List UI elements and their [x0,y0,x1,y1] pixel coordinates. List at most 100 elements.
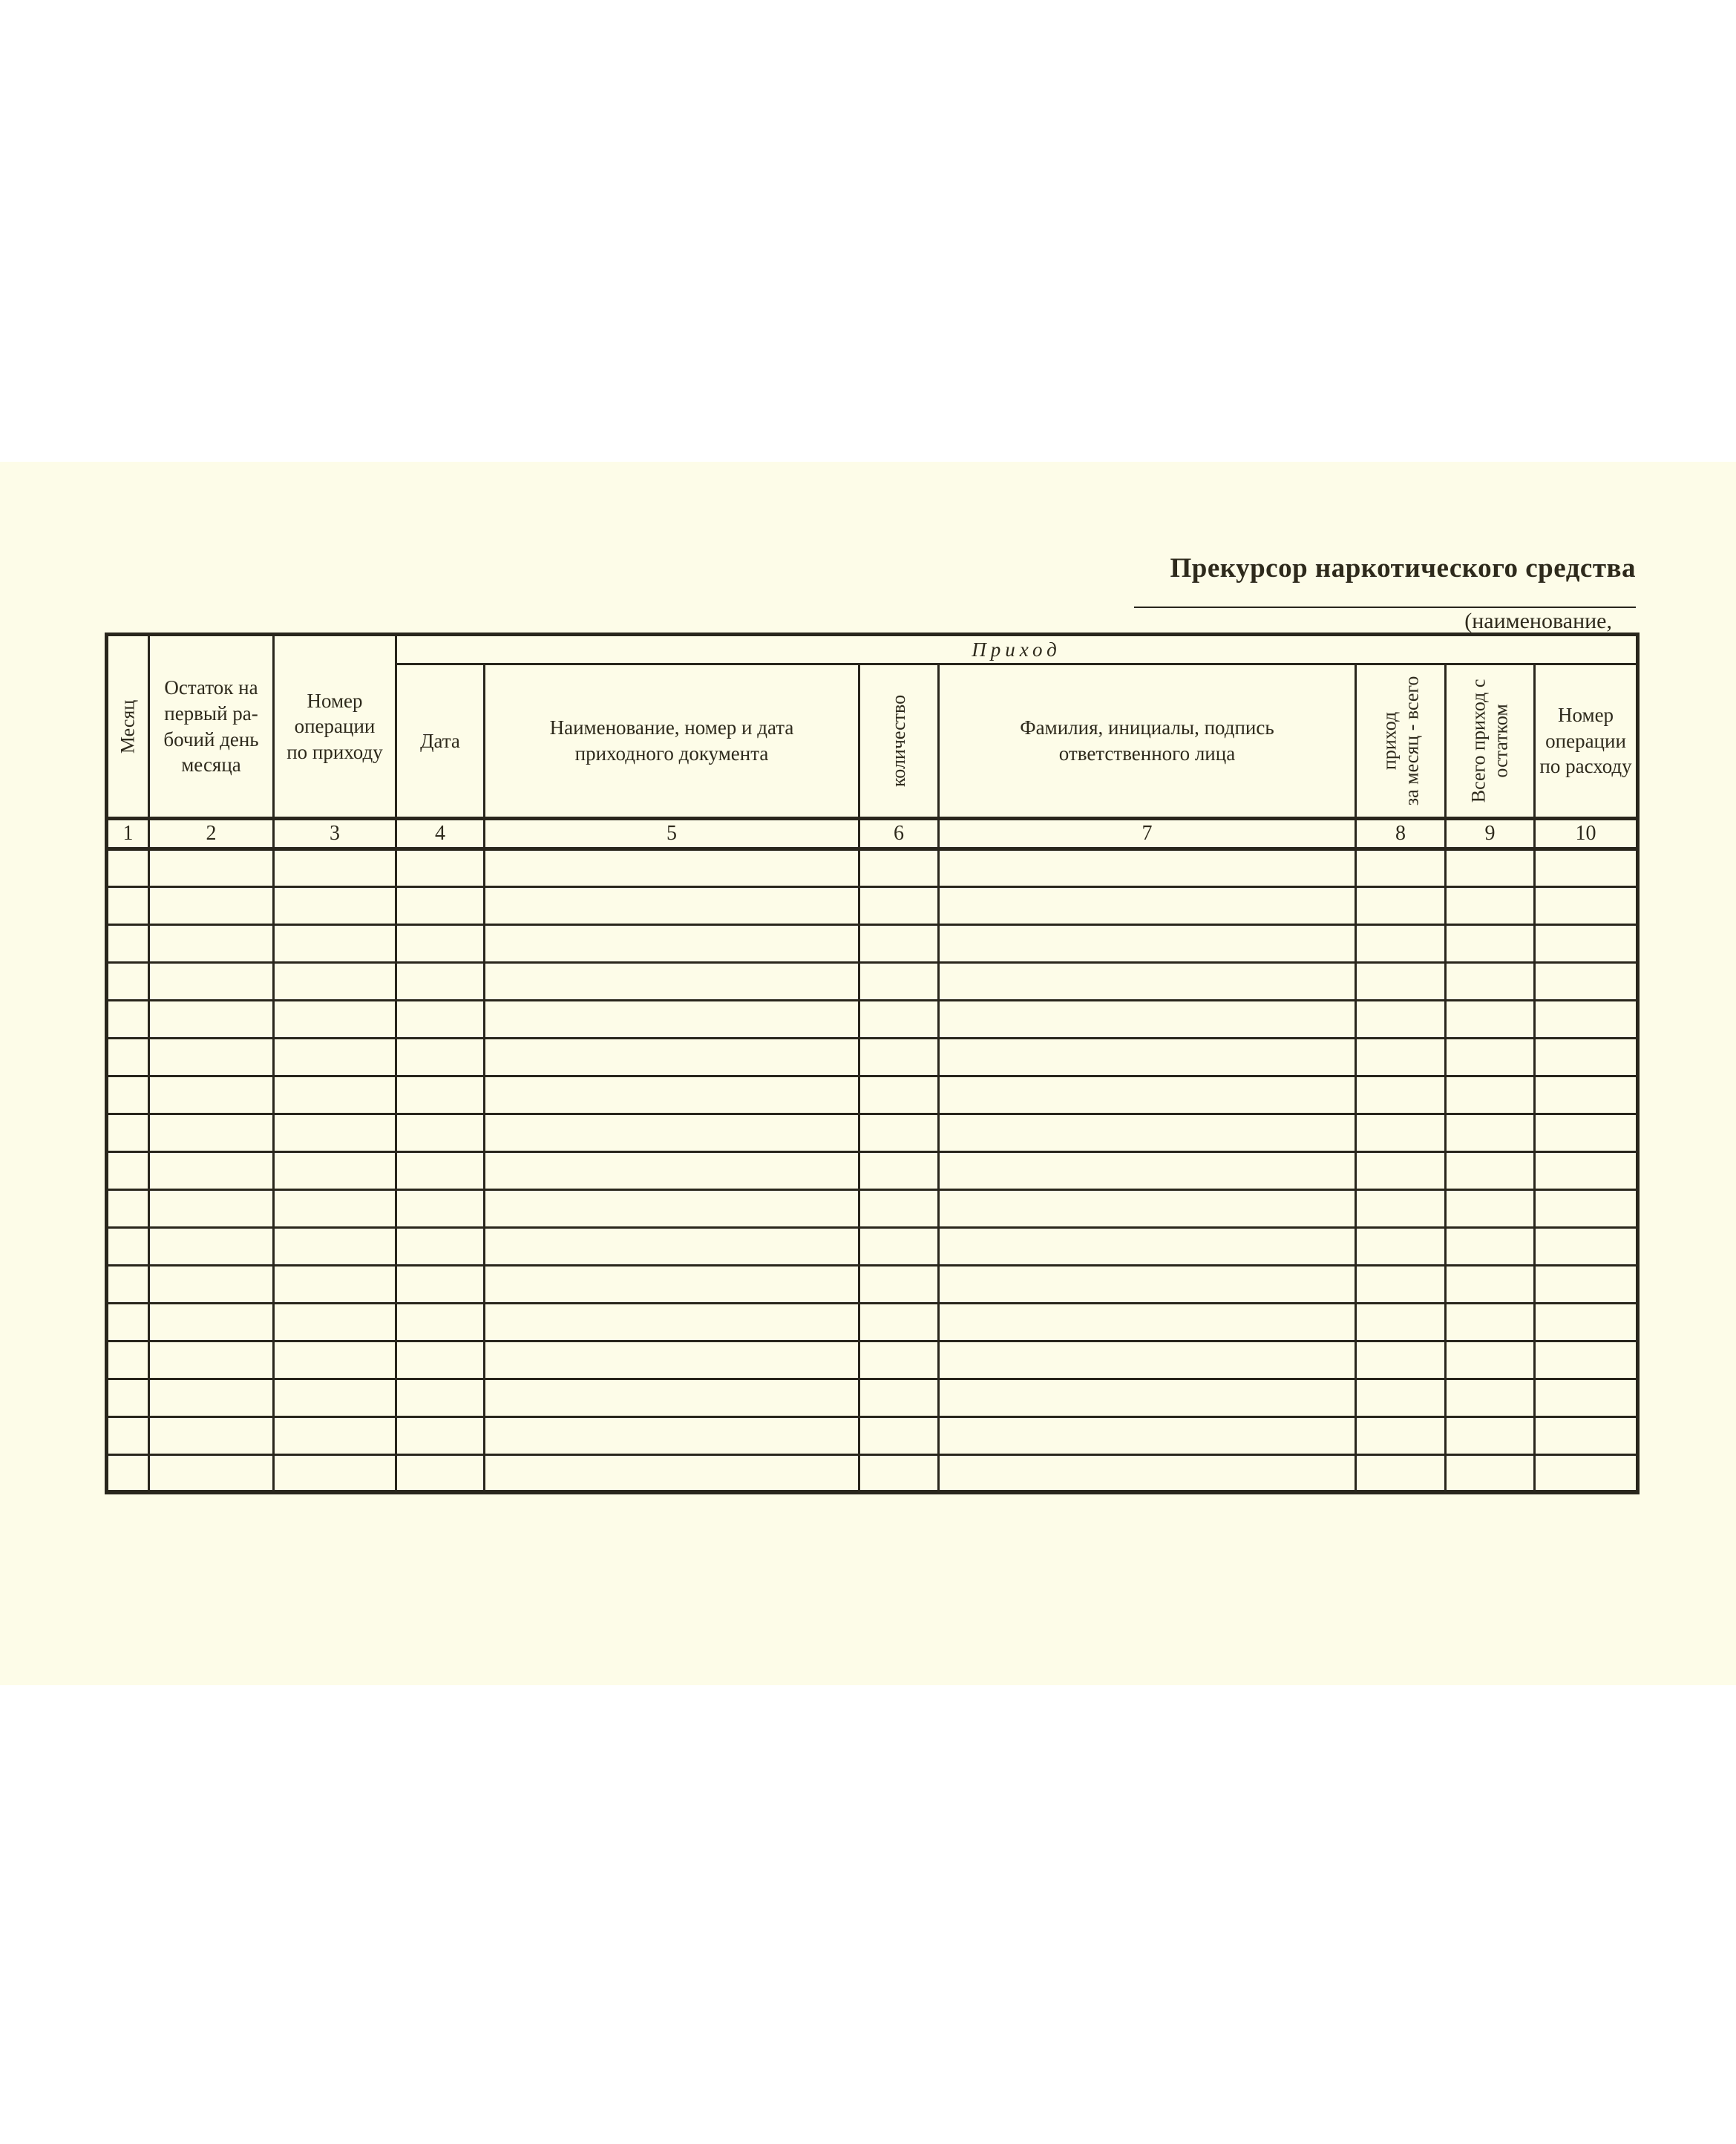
empty-cell [858,1036,940,1077]
empty-cell [858,999,940,1039]
empty-cell [148,1188,275,1229]
data-row [105,1339,1640,1380]
rotated-label: Месяц [117,699,139,754]
empty-cell [395,885,485,926]
col-header-income-op-number: Номер операции по приходу [272,633,397,820]
data-row [105,923,1640,964]
empty-cell [272,961,397,1001]
empty-cell [1355,1415,1447,1456]
empty-cell [105,847,150,888]
empty-cell [105,923,150,964]
empty-cell [105,1301,150,1342]
empty-cell [1533,999,1640,1039]
empty-cell [858,1377,940,1418]
empty-cell [1444,1112,1536,1153]
data-row [105,1036,1640,1077]
empty-cell [858,1112,940,1153]
empty-cell [483,1301,860,1342]
column-number-cell: 3 [272,817,397,851]
empty-cell [937,1226,1357,1267]
empty-cell [395,1226,485,1267]
col-header-month-income-total: приход за месяц - всего [1355,663,1447,820]
income-section-header: Приход [394,633,1640,665]
empty-cell [858,1188,940,1229]
empty-cell [483,885,860,926]
empty-cell [105,1112,150,1153]
empty-cell [105,1453,150,1495]
column-number-cell: 5 [483,817,860,851]
empty-cell [395,1301,485,1342]
empty-cell [1355,1150,1447,1191]
empty-cell [1533,1377,1640,1418]
empty-cell [1533,847,1640,888]
empty-cell [272,999,397,1039]
empty-cell [483,961,860,1001]
empty-cell [1444,999,1536,1039]
empty-cell [272,1036,397,1077]
empty-cell [858,923,940,964]
col-header-responsible-person: Фамилия, инициалы, подпись ответственног… [937,663,1357,820]
empty-cell [858,1301,940,1342]
empty-cell [105,885,150,926]
empty-cell [1355,961,1447,1001]
rotated-label-wrap: Месяц [109,637,147,817]
empty-cell [858,1415,940,1456]
empty-cell [483,999,860,1039]
empty-cell [1355,1112,1447,1153]
empty-cell [483,1150,860,1191]
empty-cell [395,999,485,1039]
empty-cell [483,1339,860,1380]
empty-cell [1355,1301,1447,1342]
empty-cell [148,1415,275,1456]
empty-cell [1355,999,1447,1039]
empty-cell [937,1339,1357,1380]
data-row [105,999,1640,1039]
data-row [105,1377,1640,1418]
empty-cell [1444,1150,1536,1191]
column-number-cell: 1 [105,817,150,851]
empty-cell [1355,885,1447,926]
empty-cell [1444,961,1536,1001]
empty-cell [937,1301,1357,1342]
rotated-label-wrap: количество [862,667,937,817]
empty-cell [272,885,397,926]
empty-cell [858,1150,940,1191]
empty-cell [937,1036,1357,1077]
rotated-label: приход за месяц - всего [1378,676,1422,806]
empty-cell [148,923,275,964]
empty-cell [1444,923,1536,964]
empty-cell [1533,885,1640,926]
empty-cell [858,1226,940,1267]
empty-cell [272,1112,397,1153]
empty-cell [272,1150,397,1191]
empty-cell [395,961,485,1001]
empty-cell [483,1377,860,1418]
empty-cell [395,1112,485,1153]
empty-cell [272,1301,397,1342]
empty-cell [1533,1188,1640,1229]
column-number-cell: 10 [1533,817,1640,851]
empty-cell [1444,1074,1536,1115]
ledger-table: Месяц Остаток на первый ра- бочий день ме… [105,633,1640,1495]
rotated-label-wrap: приход за месяц - всего [1358,667,1444,817]
empty-cell [1355,1188,1447,1229]
col-header-expense-op-number: Номер операции по расходу [1533,663,1640,820]
empty-cell [937,1453,1357,1495]
empty-cell [1533,1339,1640,1380]
empty-cell [1533,1112,1640,1153]
empty-cell [105,1150,150,1191]
empty-cell [483,1036,860,1077]
column-number-cell: 6 [858,817,940,851]
empty-cell [937,1188,1357,1229]
empty-cell [1533,1226,1640,1267]
empty-cell [105,1264,150,1304]
col-header-quantity: количество [858,663,940,820]
empty-cell [937,847,1357,888]
col-header-month: Месяц [105,633,150,820]
data-row [105,961,1640,1001]
empty-cell [395,923,485,964]
empty-cell [272,847,397,888]
empty-cell [148,1301,275,1342]
empty-cell [1444,1188,1536,1229]
